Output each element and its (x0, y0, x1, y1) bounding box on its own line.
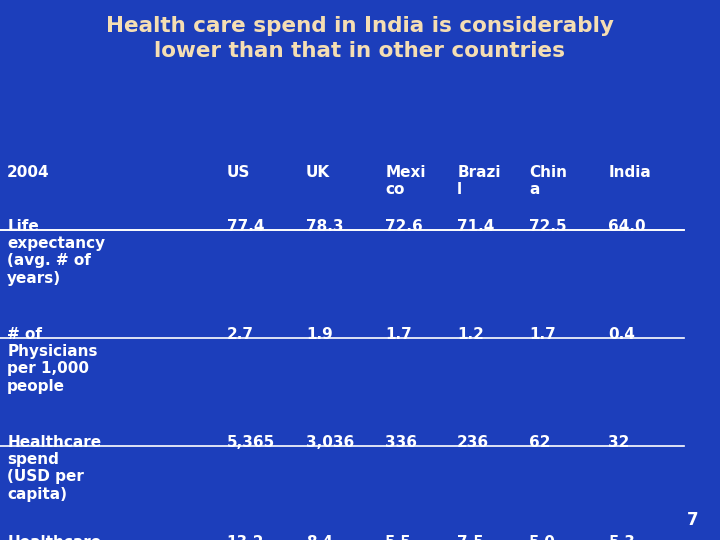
Text: Brazi
l: Brazi l (457, 165, 500, 197)
Text: 64.0: 64.0 (608, 219, 646, 234)
Text: Healthcare
spend
(USD per
capita): Healthcare spend (USD per capita) (7, 435, 102, 502)
Text: 72.6: 72.6 (385, 219, 423, 234)
Text: 5.0: 5.0 (529, 535, 556, 540)
Text: 7: 7 (687, 511, 698, 529)
Text: US: US (227, 165, 250, 180)
Text: 62: 62 (529, 435, 551, 450)
Text: # of
Physicians
per 1,000
people: # of Physicians per 1,000 people (7, 327, 98, 394)
Text: 0.4: 0.4 (608, 327, 635, 342)
Text: Life
expectancy
(avg. # of
years): Life expectancy (avg. # of years) (7, 219, 105, 286)
Text: 78.3: 78.3 (306, 219, 343, 234)
Text: 1.7: 1.7 (385, 327, 412, 342)
Text: 7.5: 7.5 (457, 535, 484, 540)
Text: 71.4: 71.4 (457, 219, 495, 234)
Text: 1.7: 1.7 (529, 327, 556, 342)
Text: Health care spend in India is considerably
lower than that in other countries: Health care spend in India is considerab… (106, 16, 614, 61)
Text: 13.2: 13.2 (227, 535, 264, 540)
Text: 72.5: 72.5 (529, 219, 567, 234)
Text: 2004: 2004 (7, 165, 50, 180)
Text: 77.4: 77.4 (227, 219, 264, 234)
Text: 5.5: 5.5 (385, 535, 412, 540)
Text: 336: 336 (385, 435, 417, 450)
Text: UK: UK (306, 165, 330, 180)
Text: 1.9: 1.9 (306, 327, 333, 342)
Text: Healthcare
spend
(% of GDP): Healthcare spend (% of GDP) (7, 535, 102, 540)
Text: Chin
a: Chin a (529, 165, 567, 197)
Text: 32: 32 (608, 435, 630, 450)
Text: Mexi
co: Mexi co (385, 165, 426, 197)
Text: 1.2: 1.2 (457, 327, 484, 342)
Text: 236: 236 (457, 435, 490, 450)
Text: 5,365: 5,365 (227, 435, 275, 450)
Text: India: India (608, 165, 651, 180)
Text: 2.7: 2.7 (227, 327, 254, 342)
Text: 8.4: 8.4 (306, 535, 333, 540)
Text: 5.3: 5.3 (608, 535, 635, 540)
Text: 3,036: 3,036 (306, 435, 354, 450)
